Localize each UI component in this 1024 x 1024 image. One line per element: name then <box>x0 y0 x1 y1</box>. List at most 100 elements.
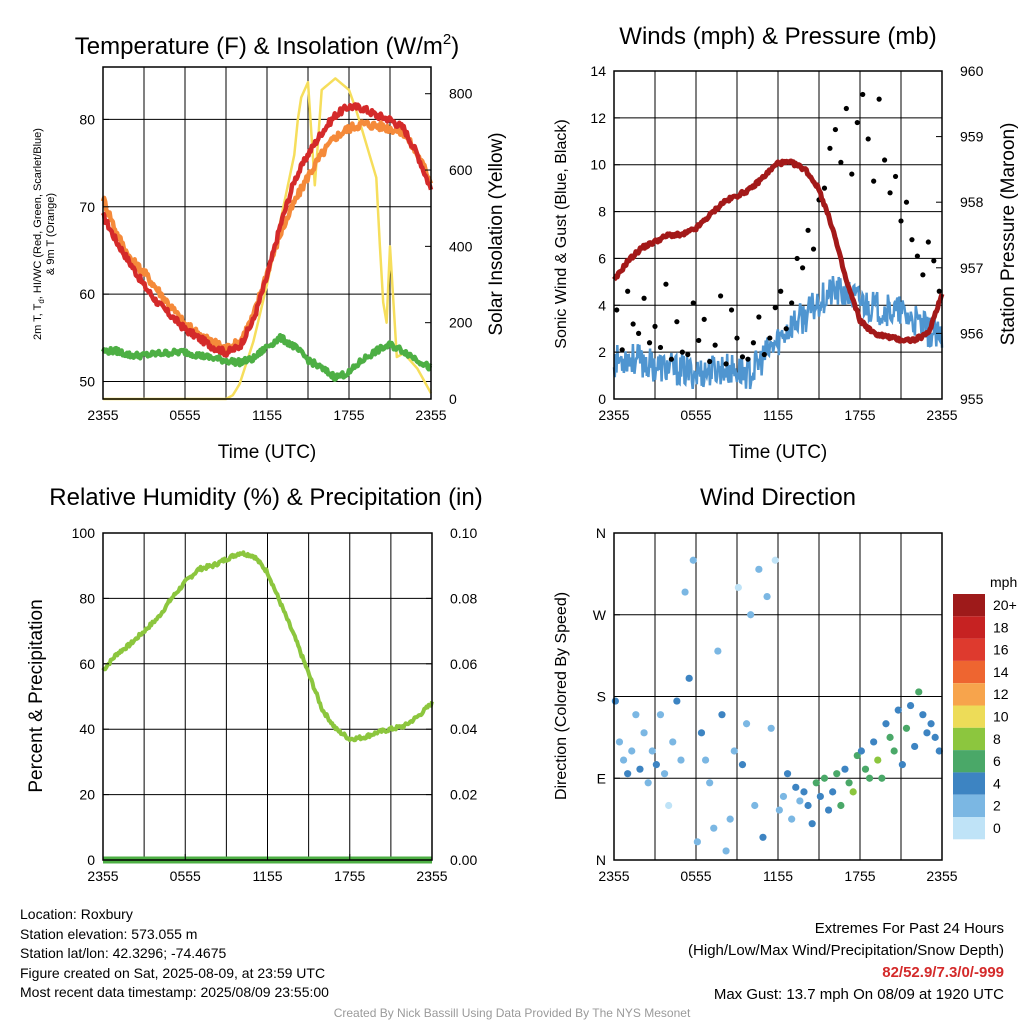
gust-point <box>882 157 888 163</box>
y2-tick-label: 200 <box>449 315 473 331</box>
x-tick-label: 2355 <box>416 868 447 884</box>
direction-panel: Wind Direction 2355 0555 1155 1755 2355NESWN… <box>553 484 1017 884</box>
extremes-title: Extremes For Past 24 Hours <box>814 920 1004 937</box>
temperature-ylabel-left-line2: & 9m T (Orange) <box>45 193 57 275</box>
gust-point <box>920 272 926 278</box>
y-tick-label: 2 <box>598 344 606 360</box>
gust-point <box>876 96 882 102</box>
gust-point <box>685 351 691 358</box>
y2-tick-label: 600 <box>449 162 473 178</box>
direction-point <box>660 770 669 778</box>
legend-label: 0 <box>993 820 1001 836</box>
direction-point <box>685 674 693 682</box>
direction-point <box>710 824 718 832</box>
figure-created: Figure created on Sat, 2025-08-09, at 23… <box>20 964 326 981</box>
winds-panel: Winds (mph) & Pressure (mb) 2355 0555 1155… <box>553 23 1019 463</box>
direction-point <box>812 779 820 787</box>
y2-tick-label: 0.00 <box>450 852 477 868</box>
winds-ylabel-left: Sonic Wind & Gust (Blue, Black) <box>553 119 570 348</box>
direction-point <box>726 815 734 823</box>
direction-point <box>820 774 829 782</box>
speed-legend-title: mph <box>990 574 1017 590</box>
direction-point <box>714 647 722 655</box>
x-tick-label: 2355 <box>598 868 629 884</box>
legend-swatch <box>953 660 985 684</box>
extremes-info: Extremes For Past 24 Hours (High/Low/Max… <box>688 918 1004 1006</box>
x-tick-label: 2355 <box>926 407 957 423</box>
gust-point <box>887 190 893 196</box>
gust-point <box>936 288 942 294</box>
legend-label: 20+ <box>993 597 1017 613</box>
gust-point <box>728 307 735 313</box>
gust-point <box>772 305 778 311</box>
direction-point <box>837 801 845 810</box>
legend-swatch <box>953 705 985 728</box>
gust-point <box>778 288 784 294</box>
speed-legend: 20+ 18 16 14 12 10 8 6 4 2 0 <box>953 594 1017 840</box>
y-tick-label: 0 <box>87 852 95 868</box>
direction-point <box>775 806 783 814</box>
temperature-xlabel: Time (UTC) <box>218 442 317 463</box>
y-tick-label: 40 <box>79 721 95 737</box>
y2-tick-label: 0.08 <box>450 590 477 606</box>
direction-point <box>693 838 701 846</box>
x-tick-label: 2355 <box>87 407 118 423</box>
gust-point <box>903 199 910 205</box>
direction-point <box>640 729 648 737</box>
x-tick-label: 1755 <box>333 407 364 423</box>
direction-ylabel-left: Direction (Colored By Speed) <box>553 592 570 800</box>
gust-point <box>914 253 921 259</box>
direction-point <box>783 770 792 778</box>
direction-point <box>652 761 660 769</box>
x-tick-label: 2355 <box>926 868 957 884</box>
y-tick-label: 14 <box>590 63 606 79</box>
gust-point <box>630 321 636 327</box>
gust-point <box>663 281 669 287</box>
direction-point <box>833 770 841 778</box>
direction-point <box>771 556 779 564</box>
y-tick-label: 100 <box>72 525 96 541</box>
y2-tick-label: 0.10 <box>450 525 477 541</box>
direction-point <box>792 783 800 791</box>
legend-label: 16 <box>993 642 1009 658</box>
gust-point <box>925 239 931 245</box>
y-tick-label: 80 <box>79 111 95 127</box>
direction-point <box>894 706 902 714</box>
x-tick-label: 2355 <box>598 407 629 423</box>
y-tick-label: N <box>596 525 606 541</box>
station-latlon: Station lat/lon: 42.3296; -74.4675 <box>20 945 227 961</box>
legend-swatch <box>953 727 985 751</box>
gust-point <box>739 354 746 360</box>
gust-point <box>657 344 664 351</box>
gust-point <box>800 265 806 271</box>
direction-point <box>919 711 927 719</box>
x-tick-label: 1155 <box>252 407 282 423</box>
y2-tick-label: 0.04 <box>450 721 477 737</box>
direction-point <box>669 738 677 746</box>
legend-swatch <box>953 616 985 639</box>
gust-point <box>767 335 773 341</box>
gust-point <box>805 227 811 233</box>
gust-point <box>854 119 860 126</box>
y-tick-label: 20 <box>79 787 95 803</box>
x-tick-label: 1155 <box>763 407 793 423</box>
direction-point <box>611 697 619 705</box>
x-tick-label: 1155 <box>763 868 793 884</box>
series-line-relative-humidity <box>101 550 434 743</box>
direction-point <box>648 747 656 755</box>
gust-point <box>718 293 724 299</box>
direction-point <box>763 592 771 601</box>
gust-point <box>619 347 625 353</box>
y-tick-label: W <box>593 607 607 623</box>
legend-swatch <box>953 772 985 795</box>
credit-line: Created By Nick Bassill Using Data Provi… <box>333 1006 691 1020</box>
gust-point <box>668 356 675 362</box>
gust-point <box>641 295 647 301</box>
gust-point <box>931 258 937 264</box>
y-tick-label: E <box>597 770 606 786</box>
gust-point <box>646 340 653 346</box>
direction-point <box>902 724 911 732</box>
gust-point <box>821 185 828 191</box>
direction-point <box>898 761 906 769</box>
direction-point <box>730 747 738 755</box>
